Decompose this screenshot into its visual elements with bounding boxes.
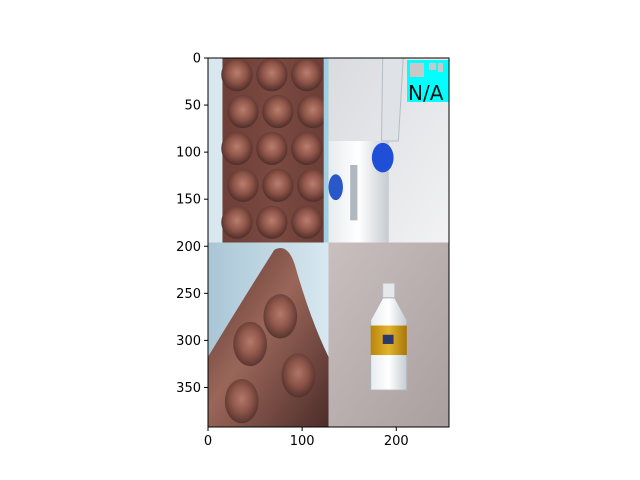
bottle-cap <box>371 142 394 173</box>
y-tick-label: 350 <box>176 381 201 396</box>
y-tick-label: 100 <box>176 146 201 161</box>
y-tick-label: 0 <box>193 52 201 67</box>
brick-bump <box>221 131 253 166</box>
brick-bump <box>256 58 288 92</box>
brick-bump <box>262 168 294 202</box>
na-annotation-square <box>438 63 443 72</box>
na-annotation-text: N/A <box>408 81 444 105</box>
bottle-on-table-panel <box>328 58 449 243</box>
y-axis-ticks: 0 50 100 150 200 250 300 350 <box>176 52 208 396</box>
na-annotation-square <box>410 63 424 77</box>
image-panels <box>208 58 449 427</box>
brick-bump <box>297 168 329 202</box>
brick-bump <box>221 58 253 92</box>
brick-peak-panel <box>208 242 329 427</box>
textured-brick-panel <box>208 58 329 243</box>
brick-bump <box>291 131 323 166</box>
bottle-cap <box>382 282 396 299</box>
y-tick-label: 50 <box>184 99 201 114</box>
bottle-label-logo <box>382 334 394 344</box>
x-axis-ticks: 0 100 200 <box>204 427 409 449</box>
brick-bump <box>281 353 316 398</box>
brick-bump <box>227 94 259 129</box>
brick-bump <box>221 205 253 239</box>
y-tick-label: 200 <box>176 240 201 255</box>
brick-bump <box>224 379 259 424</box>
y-tick-label: 150 <box>176 193 201 208</box>
brick-bump <box>256 131 288 166</box>
bottle-logo <box>328 174 343 201</box>
bottle-neck <box>381 58 404 142</box>
brick-bump <box>227 168 259 202</box>
labeled-bottle-panel <box>328 242 449 427</box>
na-annotation-square <box>429 63 436 70</box>
y-tick-label: 300 <box>176 334 201 349</box>
na-annotation: N/A <box>407 60 449 105</box>
x-tick-label: 200 <box>384 434 409 449</box>
y-tick-label: 250 <box>176 287 201 302</box>
brick-bump <box>291 58 323 92</box>
axes-frame <box>207 57 450 428</box>
brick-bump <box>297 94 329 129</box>
brick-bump <box>233 321 268 367</box>
x-tick-label: 0 <box>204 434 212 449</box>
brick-bump <box>256 205 288 239</box>
bottle-print <box>350 165 358 221</box>
brick-bump <box>291 205 323 239</box>
brick-bump <box>263 294 298 339</box>
brick-bump <box>262 94 294 129</box>
x-tick-label: 100 <box>290 434 315 449</box>
